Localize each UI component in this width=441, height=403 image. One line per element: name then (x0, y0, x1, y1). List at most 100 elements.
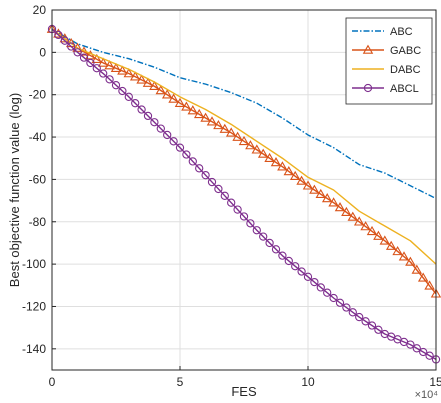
x-tick-label: 5 (177, 375, 184, 389)
series-abcl-marker (425, 351, 434, 360)
series-gabc-marker (206, 116, 218, 126)
series-gabc-marker (405, 256, 416, 266)
series-gabc-marker (353, 216, 365, 226)
series-abcl-marker (131, 99, 140, 108)
series-gabc-line (51, 28, 437, 295)
legend-dabc-label: DABC (390, 64, 421, 76)
series-gabc-marker (187, 105, 199, 115)
y-tick-label: -20 (29, 88, 47, 102)
series-gabc-marker (193, 108, 205, 119)
series-gabc-marker (91, 53, 103, 64)
y-tick-label: 0 (39, 45, 46, 59)
series-gabc-marker (398, 251, 410, 261)
series-gabc-marker (385, 240, 397, 250)
y-tick-label: -80 (29, 215, 47, 229)
y-axis-label: Best objective function value (log) (7, 93, 22, 287)
series-abcl-marker (329, 293, 338, 303)
series-abcl-marker (156, 124, 165, 133)
legend-gabc-label: GABC (390, 45, 421, 57)
series-abc-line (51, 28, 437, 200)
series-gabc-marker (366, 225, 378, 236)
y-tick-label: 20 (33, 3, 47, 17)
series-gabc-marker (302, 180, 314, 190)
series-dabc-line (51, 28, 437, 265)
series-abcl-marker (195, 164, 204, 173)
series-gabc-marker (110, 62, 122, 73)
series-gabc-marker (225, 127, 237, 137)
series-gabc-marker (232, 131, 243, 141)
series-abcl-marker (60, 36, 69, 45)
legend: ABC GABC DABC ABCL (345, 17, 433, 105)
series-abcl-marker (233, 205, 242, 214)
series-abcl-marker (297, 267, 306, 276)
series-gabc-marker (334, 202, 346, 212)
series-abcl-marker (124, 92, 133, 101)
series-gabc-marker (379, 235, 391, 245)
series-gabc-marker (417, 272, 429, 282)
series-gabc-marker (136, 74, 147, 84)
series-abcl-marker (355, 312, 364, 322)
series-abcl-marker (220, 191, 229, 200)
y-tick-label: -100 (22, 257, 46, 271)
x-exponent-label: ×10⁴ (415, 389, 439, 401)
series-gabc-marker (264, 152, 275, 163)
series-abcl-marker (207, 177, 217, 187)
series-abcl-marker (335, 298, 345, 307)
series-abcl-marker (239, 212, 249, 221)
series-abcl-marker (412, 344, 421, 353)
series-gabc-marker (328, 197, 339, 207)
x-tick-label: 0 (49, 375, 56, 389)
series-gabc-marker (392, 246, 403, 256)
series-abcl-marker (310, 277, 319, 287)
series-gabc-marker (315, 188, 327, 199)
series-abcl-marker (111, 81, 121, 90)
legend-abc-label: ABC (390, 26, 413, 38)
series-abc (51, 28, 437, 200)
series-abcl-marker (278, 251, 287, 260)
series-gabc-marker (360, 221, 371, 231)
series-gabc-marker (168, 93, 179, 103)
series-abcl-marker (291, 262, 300, 271)
series-abcl-marker (316, 283, 325, 292)
series-abcl-marker (54, 30, 63, 40)
series-gabc-marker (97, 57, 109, 67)
series-gabc-marker (161, 89, 173, 99)
series-gabc-marker (296, 175, 307, 185)
series-gabc-marker (149, 80, 160, 91)
series-gabc-marker (72, 42, 83, 52)
x-tick-label: 10 (301, 375, 315, 389)
series-abcl-marker (374, 325, 383, 334)
series-gabc-marker (309, 184, 320, 194)
series-abcl-marker (73, 48, 82, 57)
series-abcl-marker (284, 256, 293, 266)
series-abcl-marker (259, 232, 268, 241)
series-abcl-marker (163, 130, 172, 140)
series-abcl-marker (323, 288, 332, 297)
y-tick-label: -140 (22, 342, 46, 356)
legend-box (345, 17, 433, 105)
axes-box (51, 9, 437, 371)
legend-gabc-marker (362, 44, 374, 54)
x-axis-label: FES (231, 384, 257, 399)
series-dabc (51, 28, 437, 265)
x-tick-label: 15 (429, 375, 441, 389)
series-abcl-marker (86, 58, 95, 68)
series-abcl-marker (271, 245, 281, 254)
series-gabc-marker (174, 97, 186, 107)
series-gabc-marker (142, 77, 154, 87)
series-abcl-marker (265, 238, 274, 248)
series-gabc-marker (321, 193, 333, 203)
series-gabc-marker (200, 112, 211, 122)
series-abcl-marker (201, 171, 210, 180)
series-abcl-marker (303, 272, 313, 281)
series-gabc-marker (341, 206, 352, 217)
series-gabc-marker (181, 101, 192, 111)
series-abcl-marker (67, 42, 76, 51)
series-layer (46, 23, 441, 364)
series-gabc-marker (238, 135, 250, 146)
series-gabc-marker (251, 144, 263, 154)
series-abcl (47, 24, 441, 364)
series-gabc-marker (129, 71, 141, 81)
